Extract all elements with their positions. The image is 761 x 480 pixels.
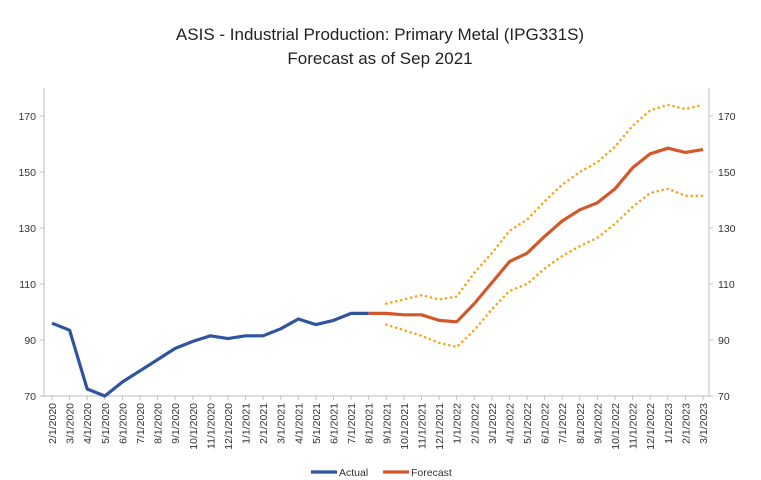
series-line-forecast xyxy=(368,146,704,324)
y-tick-label-left: 70 xyxy=(24,391,36,403)
x-tick-label: 7/1/2022 xyxy=(557,403,569,444)
x-tick-label: 4/1/2022 xyxy=(504,403,516,444)
x-tick-label: 3/1/2023 xyxy=(698,403,710,444)
x-tick-label: 1/1/2023 xyxy=(663,403,675,444)
x-tick-label: 12/1/2022 xyxy=(645,403,657,450)
legend-label-actual: Actual xyxy=(339,467,368,479)
x-tick-label: 9/1/2022 xyxy=(592,403,604,444)
series-line-upper-band xyxy=(385,103,705,305)
x-tick-label: 1/1/2022 xyxy=(452,403,464,444)
chart-subtitle: Forecast as of Sep 2021 xyxy=(287,49,472,68)
x-tick-label: 9/1/2020 xyxy=(170,403,182,444)
x-tick-label: 6/1/2020 xyxy=(117,403,129,444)
x-tick-label: 4/1/2021 xyxy=(293,403,305,444)
y-tick-label-left: 90 xyxy=(24,335,36,347)
y-tick-label-right: 110 xyxy=(718,279,735,291)
x-tick-label: 2/1/2022 xyxy=(469,403,481,444)
x-tick-label: 8/1/2021 xyxy=(364,403,376,444)
x-tick-label: 5/1/2020 xyxy=(100,403,112,444)
x-tick-label: 12/1/2021 xyxy=(434,403,446,450)
x-tick-label: 12/1/2020 xyxy=(223,403,235,450)
x-tick-label: 7/1/2021 xyxy=(346,403,358,444)
x-tick-label: 6/1/2021 xyxy=(329,403,341,444)
x-tick-label: 2/1/2023 xyxy=(680,403,692,444)
chart-title: ASIS - Industrial Production: Primary Me… xyxy=(176,25,584,44)
x-tick-label: 5/1/2021 xyxy=(311,403,323,444)
y-tick-label-right: 90 xyxy=(718,335,730,347)
x-tick-label: 10/1/2020 xyxy=(188,403,200,450)
x-tick-label: 3/1/2022 xyxy=(487,403,499,444)
x-tick-label: 4/1/2020 xyxy=(82,403,94,444)
x-tick-label: 6/1/2022 xyxy=(540,403,552,444)
x-tick-label: 7/1/2020 xyxy=(135,403,147,444)
x-tick-label: 8/1/2020 xyxy=(153,403,165,444)
y-tick-label-left: 170 xyxy=(18,111,36,123)
x-tick-label: 9/1/2021 xyxy=(381,403,393,444)
axes: 70 70 90 90 110 110 130 130 150 150 170 170 2/1/2020… xyxy=(18,88,736,450)
y-tick-label-left: 150 xyxy=(18,167,36,179)
legend-label-forecast: Forecast xyxy=(411,467,452,479)
series-line-lower-band xyxy=(385,187,705,349)
x-tick-label: 11/1/2022 xyxy=(628,403,640,449)
x-tick-label: 5/1/2022 xyxy=(522,403,534,444)
y-tick-label-right: 130 xyxy=(718,223,736,235)
x-tick-label: 3/1/2021 xyxy=(276,403,288,444)
x-tick-label: 11/1/2020 xyxy=(205,403,217,449)
y-tick-label-right: 150 xyxy=(718,167,736,179)
x-tick-label: 8/1/2022 xyxy=(575,403,587,444)
y-tick-label-right: 70 xyxy=(718,391,730,403)
y-tick-label-left: 110 xyxy=(19,279,36,291)
legend: Actual Forecast xyxy=(311,467,452,479)
x-tick-label: 1/1/2021 xyxy=(241,403,253,444)
y-tick-label-right: 170 xyxy=(718,111,736,123)
x-tick-label: 10/1/2022 xyxy=(610,403,622,450)
x-tick-label: 2/1/2020 xyxy=(47,403,59,444)
y-tick-label-left: 130 xyxy=(18,223,36,235)
x-tick-label: 11/1/2021 xyxy=(416,403,428,449)
series-layer xyxy=(51,103,705,398)
x-tick-label: 3/1/2020 xyxy=(65,403,77,444)
x-tick-label: 2/1/2021 xyxy=(258,403,270,444)
x-tick-label: 10/1/2021 xyxy=(399,403,411,450)
series-line-actual xyxy=(51,311,369,398)
